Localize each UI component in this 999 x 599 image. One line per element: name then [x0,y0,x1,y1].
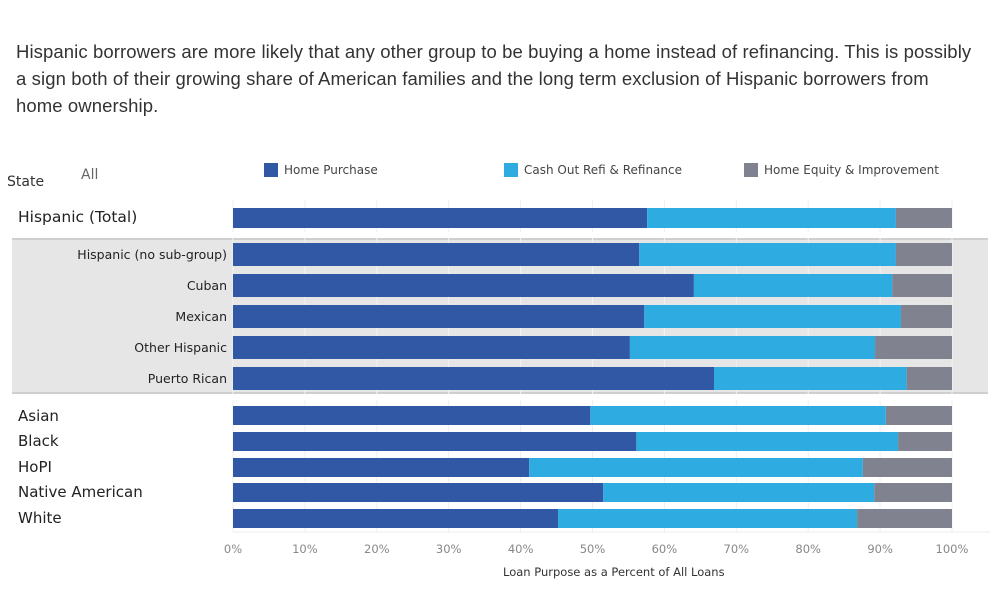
x-tick-label: 30% [436,542,462,556]
x-tick-label: 80% [795,542,821,556]
row-label: Native American [18,483,143,501]
bar-segment-home-purchase[interactable] [233,336,630,359]
x-tick-label: 20% [364,542,390,556]
legend-label: Home Purchase [284,163,378,177]
legend-refinance[interactable]: Cash Out Refi & Refinance [504,163,682,177]
bar-segment-cash-out-refi-refinance[interactable] [629,336,876,359]
bar-segment-home-equity-improvement[interactable] [892,274,952,297]
x-tick-label: 100% [936,542,969,556]
row-label: Puerto Rican [147,371,227,386]
bar-segment-home-purchase[interactable] [233,432,637,451]
bar-segment-home-purchase[interactable] [233,274,694,297]
bar-segment-home-equity-improvement[interactable] [895,208,952,228]
bar-segment-home-equity-improvement[interactable] [900,305,952,328]
bar-segment-cash-out-refi-refinance[interactable] [644,305,901,328]
row-label: Mexican [175,309,227,324]
bar-segment-home-equity-improvement[interactable] [906,367,952,390]
legend-label: Cash Out Refi & Refinance [524,163,682,177]
bar-segment-home-purchase[interactable] [233,509,558,528]
row-label: Black [18,432,59,450]
legend-home-equity[interactable]: Home Equity & Improvement [744,163,939,177]
row-label: Hispanic (no sub-group) [77,247,227,262]
bar-segment-home-equity-improvement[interactable] [875,336,952,359]
bar-segment-cash-out-refi-refinance[interactable] [639,243,896,266]
legend-swatch-home-purchase [264,163,278,177]
bar-segment-home-purchase[interactable] [233,406,591,425]
row-label: Hispanic (Total) [18,208,138,226]
row-label: Other Hispanic [134,340,227,355]
bar-segment-cash-out-refi-refinance[interactable] [529,458,863,477]
legend-swatch-refinance [504,163,518,177]
x-tick-label: 0% [224,542,242,556]
bar-segment-home-purchase[interactable] [233,458,530,477]
x-tick-label: 90% [867,542,893,556]
legend-swatch-home-equity [744,163,758,177]
state-filter-value[interactable]: All [81,167,99,183]
bar-segment-home-equity-improvement[interactable] [874,483,952,502]
bar-segment-cash-out-refi-refinance[interactable] [714,367,907,390]
bar-segment-cash-out-refi-refinance[interactable] [693,274,893,297]
row-label: HoPI [18,458,52,476]
row-label: White [18,509,62,527]
bar-segment-home-purchase[interactable] [233,243,640,266]
bar-segment-home-equity-improvement[interactable] [898,432,952,451]
x-axis-title: Loan Purpose as a Percent of All Loans [503,565,725,579]
x-tick-label: 40% [508,542,534,556]
bar-segment-home-equity-improvement[interactable] [895,243,952,266]
bar-segment-home-equity-improvement[interactable] [885,406,952,425]
bar-segment-home-equity-improvement[interactable] [862,458,952,477]
row-label: Asian [18,407,59,425]
x-tick-label: 50% [580,542,606,556]
bar-segment-home-purchase[interactable] [233,483,604,502]
bar-segment-home-purchase[interactable] [233,367,715,390]
bar-segment-home-purchase[interactable] [233,305,645,328]
bar-segment-cash-out-refi-refinance[interactable] [636,432,899,451]
legend-label: Home Equity & Improvement [764,163,939,177]
bar-segment-cash-out-refi-refinance[interactable] [603,483,875,502]
row-label: Cuban [186,278,227,293]
state-filter-label: State [7,174,45,190]
bar-segment-cash-out-refi-refinance[interactable] [557,509,858,528]
x-tick-label: 60% [652,542,678,556]
bar-segment-home-equity-improvement[interactable] [857,509,952,528]
headline-text: Hispanic borrowers are more likely that … [16,41,972,116]
x-tick-label: 10% [292,542,318,556]
x-tick-label: 70% [724,542,750,556]
bar-segment-cash-out-refi-refinance[interactable] [647,208,896,228]
legend-home-purchase[interactable]: Home Purchase [264,163,378,177]
bar-segment-cash-out-refi-refinance[interactable] [590,406,886,425]
bar-segment-home-purchase[interactable] [233,208,648,228]
